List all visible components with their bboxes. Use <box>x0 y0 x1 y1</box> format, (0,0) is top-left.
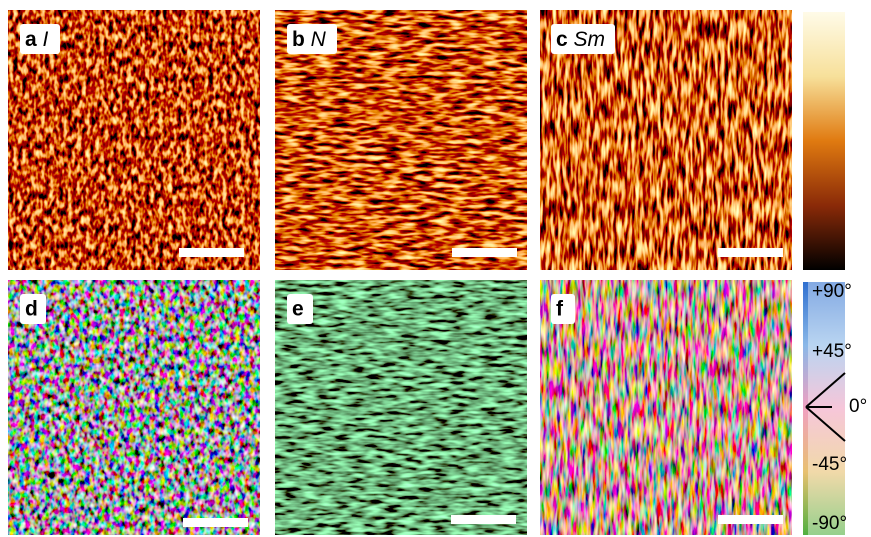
scale-bar <box>179 248 244 257</box>
orientation-colorbar: +90° +45° 0° -45° -90° <box>803 281 867 535</box>
colorbar-label: -90° <box>812 513 847 534</box>
phase-label: I <box>43 28 49 51</box>
height-colorbar <box>803 12 845 270</box>
panel-letter: e <box>292 298 304 321</box>
panel-label: c Sm <box>556 28 605 51</box>
colorbar-label: -45° <box>812 454 847 475</box>
panel-label: a I <box>25 28 49 51</box>
image <box>540 280 792 535</box>
panel-letter: a <box>25 28 37 51</box>
phase-label: Sm <box>574 28 606 51</box>
figure: a I b N c Sm d e f +90° +45° 0° -45° -90… <box>0 0 871 537</box>
scale-bar <box>718 248 783 257</box>
panel-letter: b <box>292 28 305 51</box>
panel-letter: f <box>556 298 564 321</box>
image-panels <box>8 10 792 535</box>
label-box <box>551 294 575 324</box>
scale-bar <box>183 518 248 527</box>
panel-letter: d <box>25 298 38 321</box>
panel-label: b N <box>292 28 327 51</box>
colorbar-label: 0° <box>849 396 867 417</box>
colorbar-label: +45° <box>812 341 852 362</box>
scale-bar <box>452 248 517 257</box>
colorbar-fill <box>808 282 845 535</box>
phase-label: N <box>311 28 327 51</box>
scale-bar <box>718 515 783 524</box>
panel-letter: c <box>556 28 568 51</box>
scale-bar <box>451 515 516 524</box>
colorbar-label: +90° <box>812 281 852 302</box>
